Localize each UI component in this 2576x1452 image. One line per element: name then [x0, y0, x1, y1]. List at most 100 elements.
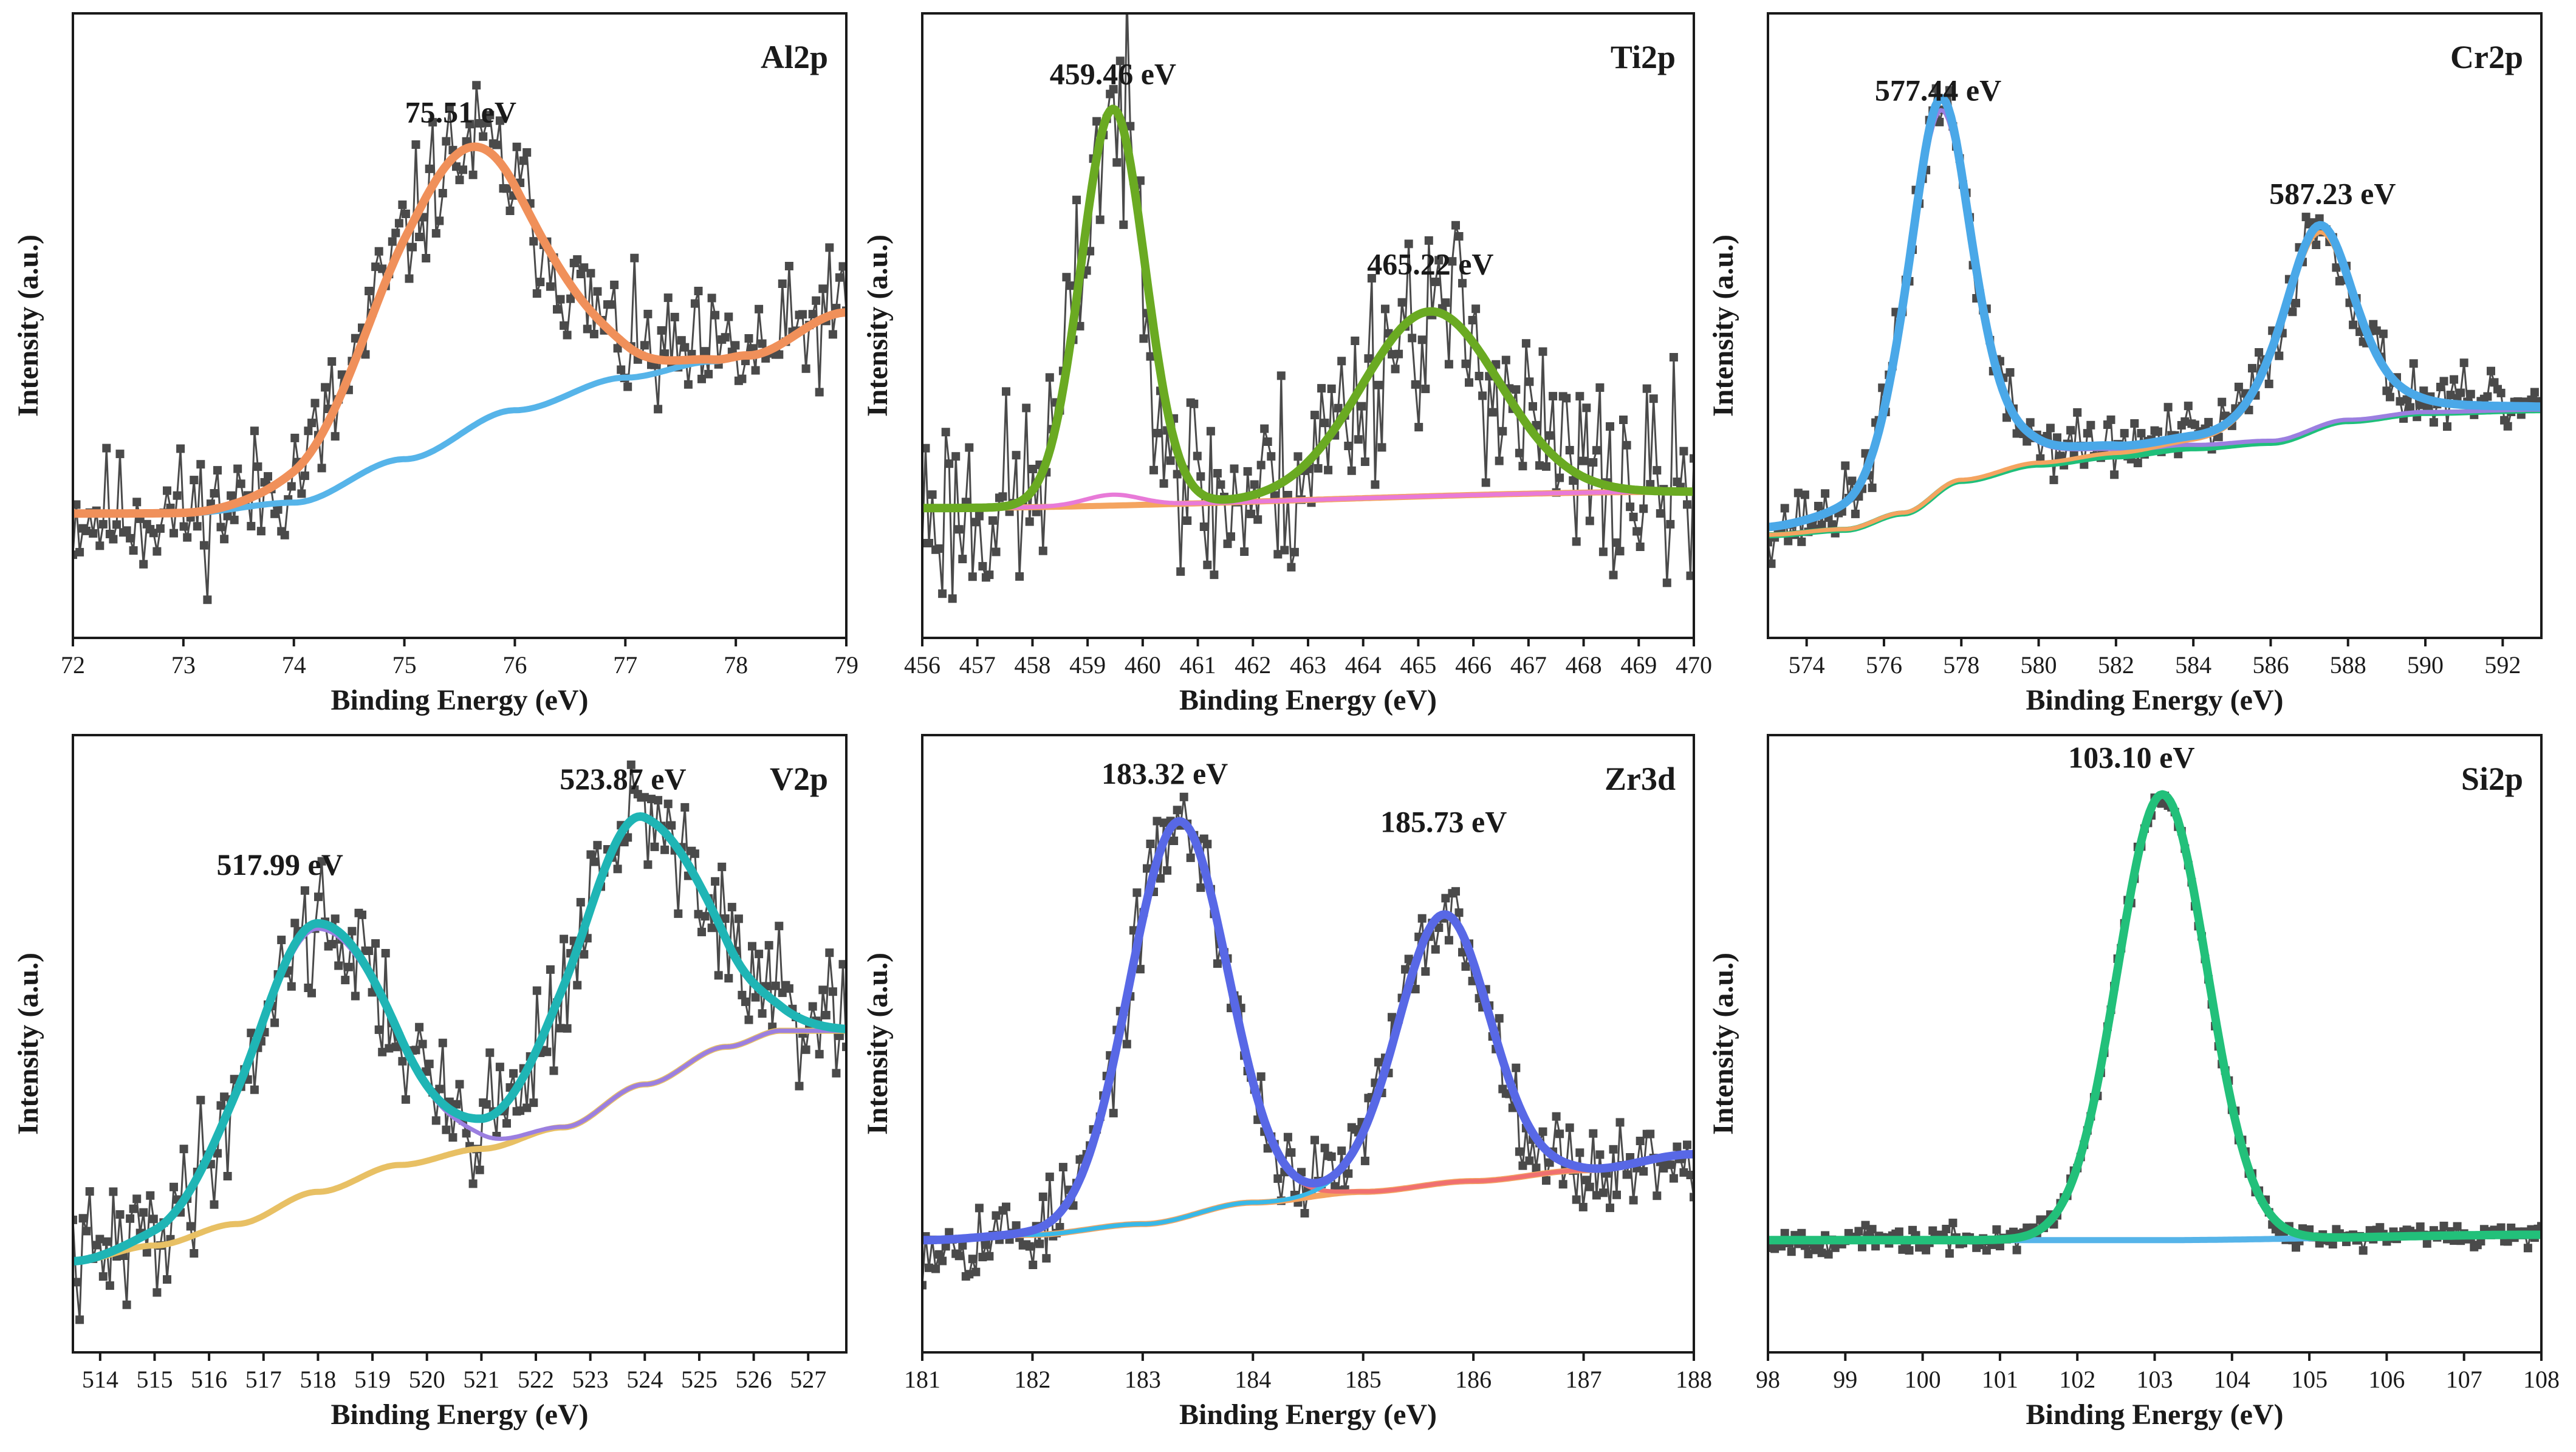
zr3d-raw-point: [1401, 965, 1410, 974]
ti2p-raw-point: [1287, 563, 1296, 572]
al2p-raw-point: [442, 137, 451, 146]
zr3d-x-tick-label: 185: [1345, 1366, 1382, 1393]
zr3d-raw-point: [1666, 1160, 1675, 1169]
al2p-raw-point: [126, 533, 135, 543]
v2p-raw-point: [448, 1133, 457, 1142]
al2p-raw-point: [102, 443, 111, 453]
zr3d-raw-point: [931, 1264, 940, 1273]
zr3d-raw-point: [1417, 914, 1427, 923]
si2p-raw-point: [2453, 1222, 2462, 1231]
v2p-raw-point: [95, 1235, 104, 1244]
ti2p-raw-point: [1183, 516, 1192, 525]
si2p-peak-annotation: 103.10 eV: [2068, 740, 2194, 774]
al2p-raw-point: [391, 228, 400, 238]
zr3d-raw-point: [1310, 1135, 1319, 1145]
zr3d-raw-point: [1012, 1221, 1021, 1230]
ti2p-raw-point: [1354, 435, 1363, 444]
v2p-raw-point: [109, 1187, 118, 1196]
cr2p-raw-point: [2120, 429, 2129, 438]
zr3d-raw-point: [1636, 1137, 1645, 1145]
v2p-raw-point: [589, 857, 598, 866]
zr3d-raw-point: [1360, 1156, 1369, 1165]
zr3d-raw-point: [1170, 837, 1179, 845]
al2p-raw-point: [176, 444, 185, 453]
cr2p-raw-point: [2218, 397, 2227, 406]
v2p-raw-point: [532, 986, 541, 995]
ti2p-raw-point: [1465, 378, 1473, 387]
si2p-raw-data-markers: [1768, 792, 2541, 1259]
ti2p-raw-point: [1166, 456, 1175, 465]
cr2p-raw-point: [2110, 470, 2119, 479]
si2p-raw-point: [1817, 1248, 1826, 1258]
ti2p-raw-point: [1639, 504, 1648, 513]
v2p-raw-point: [485, 1048, 495, 1057]
v2p-raw-point: [462, 1129, 471, 1138]
al2p-raw-point: [707, 293, 716, 303]
v2p-raw-point: [640, 793, 649, 802]
ti2p-raw-data-markers: [922, 57, 1694, 603]
al2p-raw-point: [825, 243, 834, 252]
al2p-raw-point: [213, 466, 222, 475]
al2p-raw-point: [331, 432, 340, 441]
ti2p-raw-point: [1190, 399, 1199, 408]
ti2p-raw-point: [1495, 456, 1504, 465]
ti2p-raw-point: [1535, 461, 1544, 470]
zr3d-raw-point: [1045, 1173, 1054, 1182]
ti2p-x-tick-label: 459: [1069, 651, 1106, 679]
si2p-raw-point: [2036, 1215, 2045, 1224]
v2p-raw-point: [771, 981, 780, 990]
al2p-raw-point: [492, 140, 501, 149]
al2p-raw-point: [505, 207, 515, 215]
al2p-raw-point: [216, 522, 225, 532]
si2p-raw-point: [1780, 1228, 1789, 1238]
cr2p-plot-area: [1768, 84, 2541, 568]
v2p-raw-point: [341, 976, 350, 985]
al2p-raw-point: [408, 242, 417, 252]
zr3d-raw-point: [1213, 959, 1222, 968]
v2p-raw-point: [317, 857, 326, 866]
ti2p-raw-point: [992, 547, 1001, 556]
cr2p-raw-point: [2190, 420, 2199, 430]
al2p-raw-point: [196, 460, 205, 469]
v2p-raw-point: [247, 1029, 256, 1038]
al2p-raw-point: [663, 293, 673, 303]
v2p-raw-point: [468, 1179, 478, 1188]
zr3d-raw-point: [1388, 1013, 1396, 1022]
cr2p-raw-point: [2483, 392, 2492, 401]
al2p-raw-point: [438, 189, 447, 197]
al2p-raw-point: [139, 560, 148, 569]
al2p-raw-point: [250, 426, 259, 436]
ti2p-raw-point: [1270, 491, 1279, 500]
v2p-raw-point: [351, 991, 360, 1001]
v2p-x-axis-title: Binding Energy (eV): [331, 1399, 588, 1431]
v2p-raw-point: [327, 940, 337, 949]
ti2p-raw-point: [1267, 452, 1276, 461]
zr3d-raw-point: [1515, 1147, 1524, 1156]
al2p-raw-point: [304, 426, 313, 436]
ti2p-x-tick-label: 470: [1676, 651, 1712, 679]
si2p-x-tick-label: 108: [2523, 1366, 2560, 1393]
al2p-raw-point: [724, 312, 733, 321]
al2p-raw-point: [428, 118, 437, 127]
ti2p-raw-point: [1397, 298, 1406, 307]
zr3d-peak-annotation: 185.73 eV: [1380, 805, 1507, 839]
v2p-raw-point: [196, 1095, 205, 1104]
ti2p-raw-point: [1542, 462, 1550, 471]
v2p-raw-point: [73, 1278, 81, 1287]
zr3d-raw-point: [1029, 1261, 1038, 1269]
v2p-raw-point: [734, 914, 743, 923]
cr2p-raw-point: [2409, 359, 2418, 368]
v2p-raw-point: [764, 940, 773, 950]
v2p-raw-point: [832, 1069, 841, 1078]
cr2p-raw-point: [2053, 433, 2061, 442]
zr3d-panel-label: Zr3d: [1605, 761, 1676, 797]
cr2p-raw-point: [2163, 403, 2173, 412]
ti2p-raw-point: [1565, 446, 1574, 454]
al2p-fit-curve: [73, 142, 846, 518]
v2p-raw-point: [190, 1249, 199, 1258]
zr3d-raw-point: [1592, 1191, 1601, 1200]
v2p-raw-point: [348, 926, 357, 936]
al2p-raw-point: [280, 530, 289, 539]
cr2p-plot-frame: [1767, 12, 2543, 639]
zr3d-raw-point: [1411, 985, 1420, 994]
